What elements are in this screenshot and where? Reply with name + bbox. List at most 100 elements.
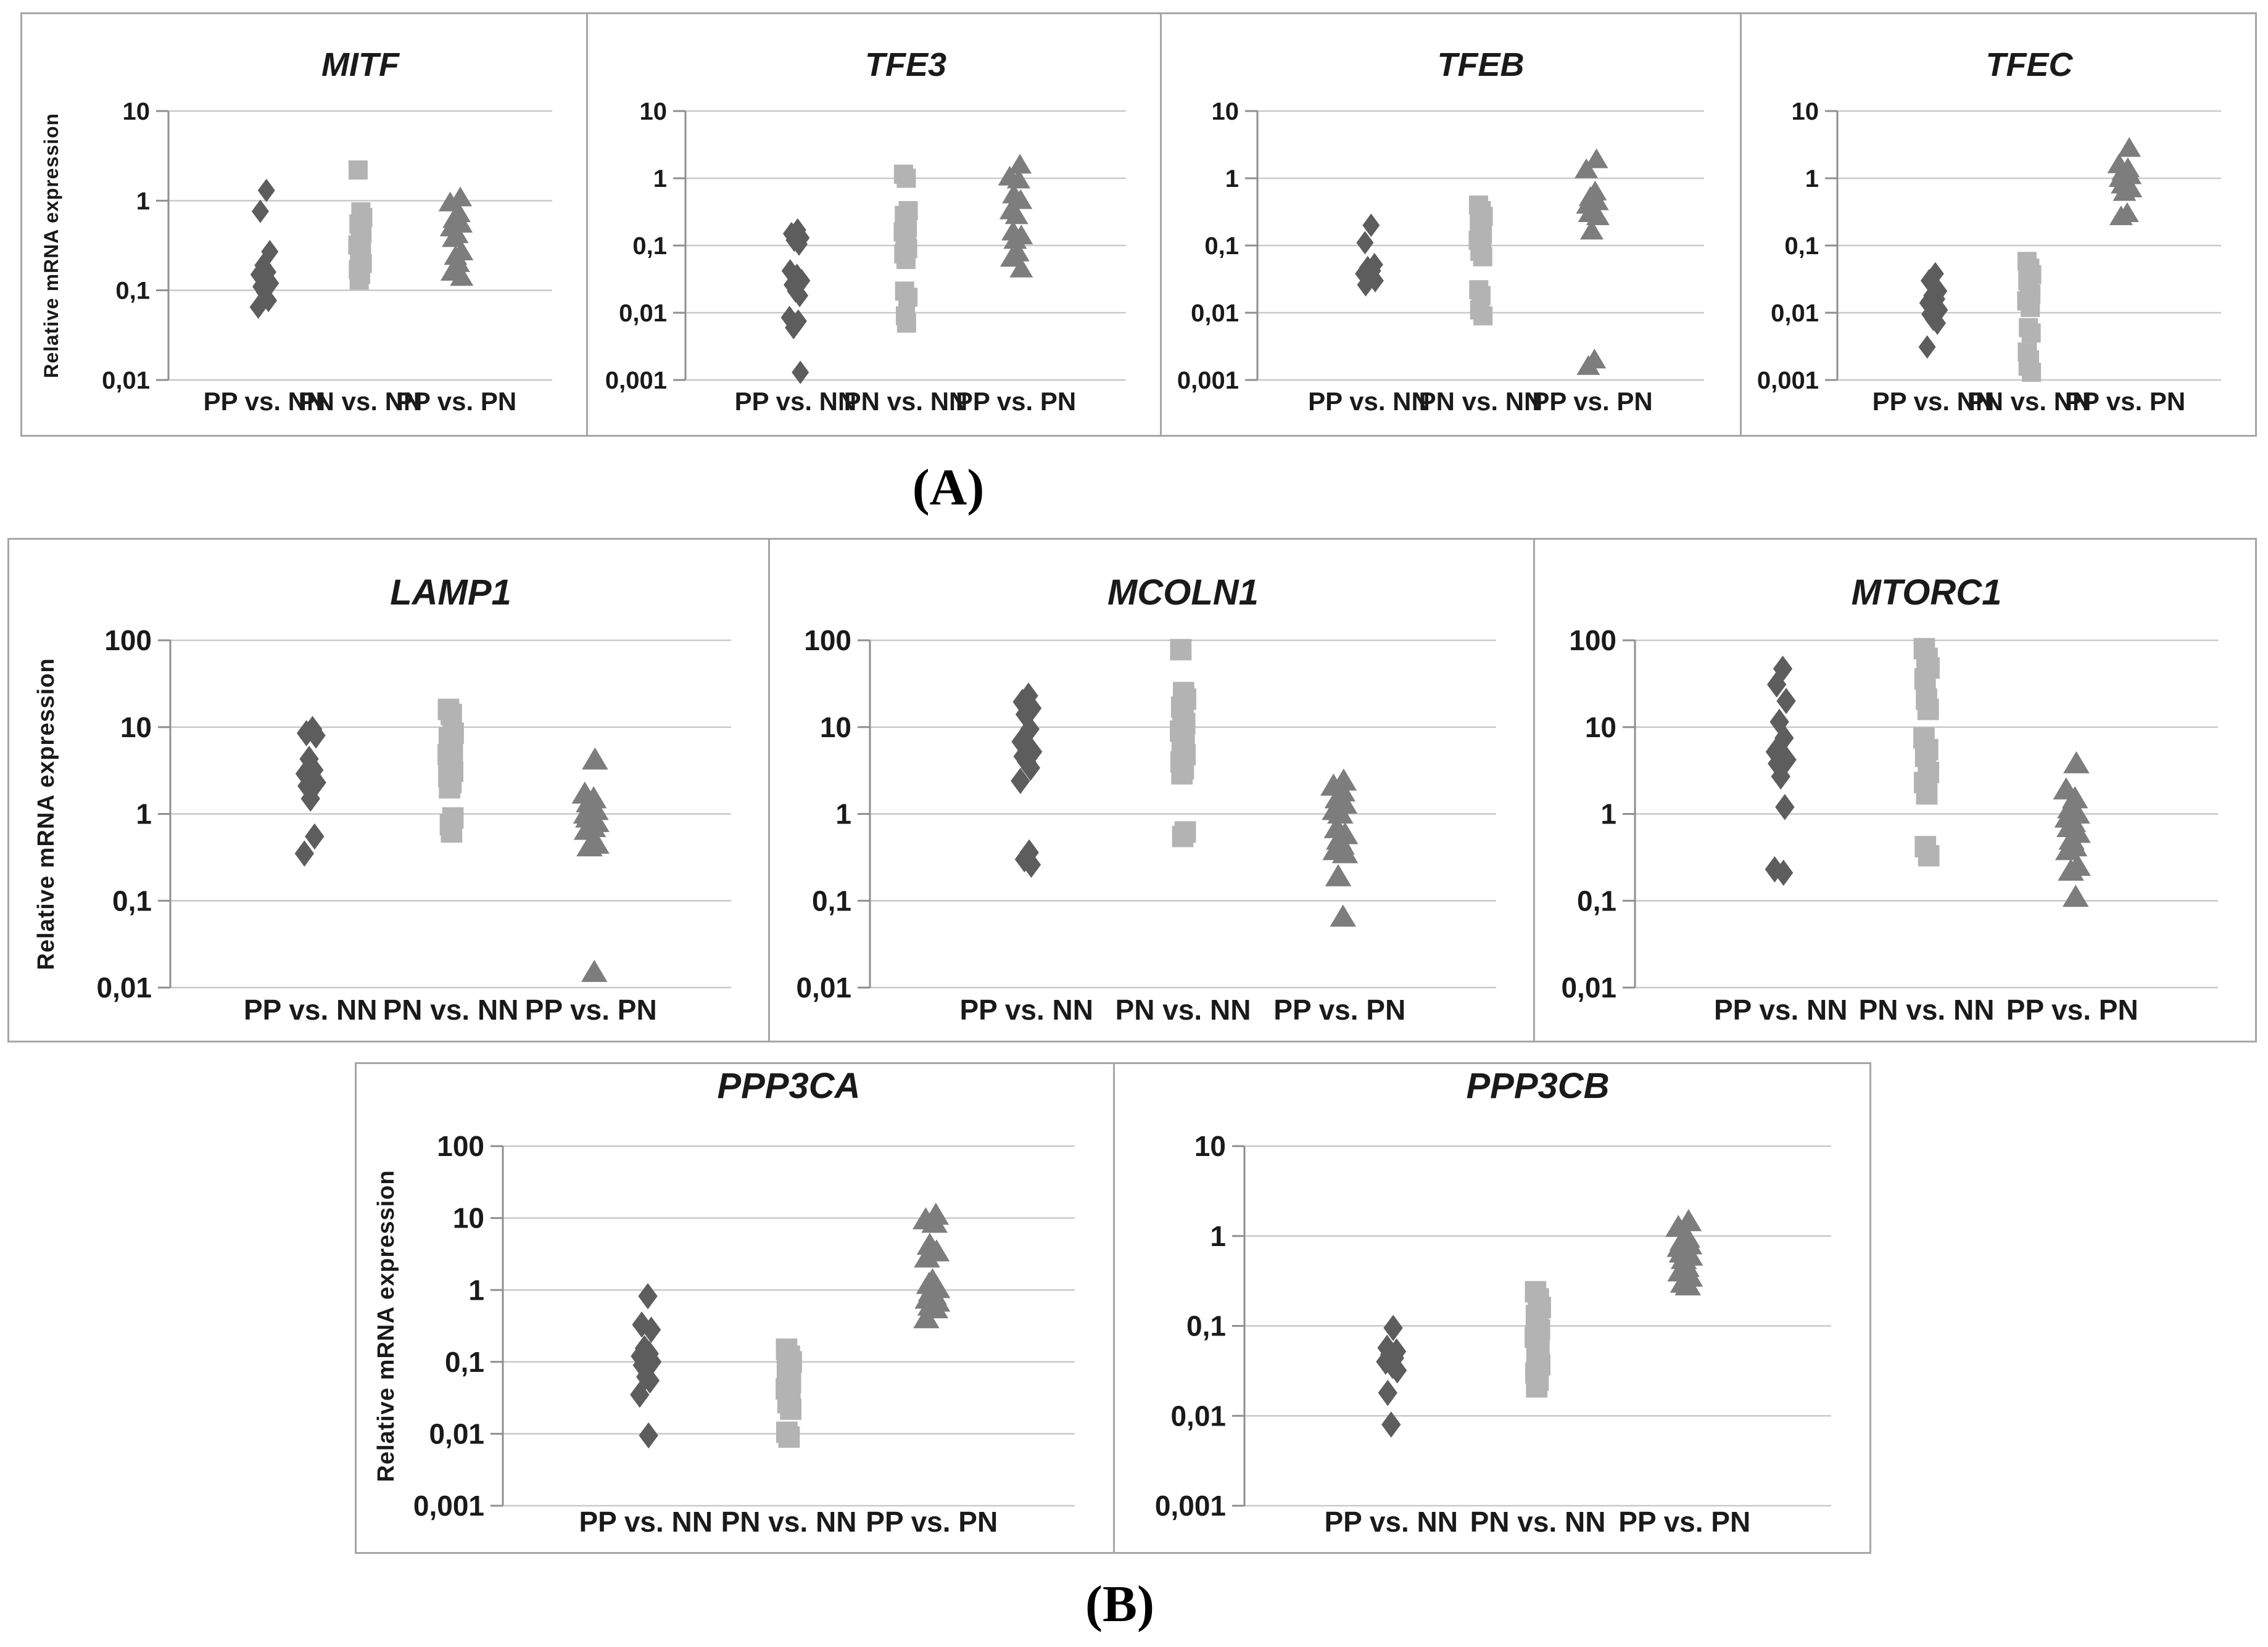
data-point-triangle xyxy=(2109,205,2133,225)
y-axis-title: Relative mRNA expression xyxy=(40,113,62,378)
data-point-square xyxy=(441,703,462,725)
chart-tfe3: TFE3 10 1 0,1 0,01 0,001 PP vs. NN PN vs. NN PP … xyxy=(586,12,1162,437)
x-category-label: PN vs. NN xyxy=(844,387,968,416)
chart-title-tfe3: TFE3 xyxy=(865,46,946,83)
series-square xyxy=(437,698,464,843)
x-category-label: PP vs. PN xyxy=(525,994,657,1026)
chart-canvas-ppp3cb: PPP3CB 10 1 0,1 0,01 0,001 PP vs. NN PN vs. NN P… xyxy=(1155,1066,1831,1538)
data-point-triangle xyxy=(2113,181,2137,201)
chart-mtorc1: MTORC1 100 10 1 0,1 0,01 PP vs. NN PN vs. NN PP … xyxy=(1533,538,2257,1042)
data-point-square xyxy=(1916,783,1938,805)
chart-title-ppp3ca: PPP3CA xyxy=(717,1066,860,1106)
y-tick-label: 0,1 xyxy=(1784,233,1819,260)
series-square xyxy=(1525,1281,1551,1398)
data-point-diamond xyxy=(1356,231,1374,255)
data-point-square xyxy=(896,250,916,270)
data-point-square xyxy=(1172,825,1194,848)
panel-b-label: (B) xyxy=(1085,1575,1154,1633)
data-point-square xyxy=(1171,763,1193,785)
y-tick-label: 1 xyxy=(835,798,851,830)
data-point-diamond xyxy=(1362,213,1380,237)
data-point-diamond xyxy=(638,1282,658,1310)
y-tick-label: 0,01 xyxy=(1191,300,1239,327)
x-category-label: PN vs. NN xyxy=(1419,387,1543,416)
x-category-label: PP vs. NN xyxy=(244,994,377,1026)
data-point-diamond xyxy=(251,199,269,223)
series-diamond xyxy=(1918,262,1948,359)
data-point-square xyxy=(2021,323,2041,343)
y-tick-label: 10 xyxy=(123,98,151,125)
chart-title-tfec: TFEC xyxy=(1986,46,2074,83)
y-tick-label: 0,01 xyxy=(1170,1400,1226,1432)
series-triangle xyxy=(2053,751,2091,907)
x-category-label: PP vs. NN xyxy=(1714,994,1847,1026)
data-point-triangle xyxy=(1330,904,1357,927)
data-point-triangle xyxy=(2117,137,2142,157)
data-point-square xyxy=(1170,638,1192,661)
x-category-label: PP vs. PN xyxy=(1618,1506,1750,1538)
x-category-label: PP vs. PN xyxy=(956,387,1076,416)
x-category-label: PP vs. PN xyxy=(396,387,516,416)
x-category-label: PN vs. NN xyxy=(721,1506,857,1538)
y-tick-label: 1 xyxy=(136,798,152,830)
x-category-label: PP vs. PN xyxy=(866,1506,998,1538)
y-tick-label: 10 xyxy=(1792,98,1819,125)
data-point-triangle xyxy=(1009,257,1033,278)
chart-mitf: MITF 10 1 0,1 0,01 Relative mRNA expression PP… xyxy=(20,12,588,437)
data-point-triangle xyxy=(1575,158,1599,178)
data-point-diamond xyxy=(1771,763,1790,790)
y-tick-label: 0,01 xyxy=(102,367,150,394)
data-point-triangle xyxy=(999,247,1024,267)
data-point-triangle xyxy=(1006,168,1030,189)
series-diamond xyxy=(1765,655,1797,886)
x-category-label: PN vs. NN xyxy=(383,994,519,1026)
x-category-label: PN vs. NN xyxy=(1968,387,2092,416)
y-tick-label: 10 xyxy=(640,98,668,125)
data-point-triangle xyxy=(914,1245,940,1268)
y-tick-label: 0,1 xyxy=(112,885,152,917)
x-category-label: PP vs. NN xyxy=(1308,387,1430,416)
data-point-square xyxy=(896,168,916,188)
data-point-square xyxy=(439,777,461,799)
y-tick-label: 1 xyxy=(468,1274,484,1306)
x-category-label: PP vs. NN xyxy=(579,1506,713,1538)
y-tick-label: 100 xyxy=(1569,624,1616,656)
y-tick-label: 10 xyxy=(453,1202,484,1234)
data-point-diamond xyxy=(1383,1315,1403,1342)
y-tick-label: 1 xyxy=(1805,165,1819,192)
series-diamond xyxy=(780,218,811,384)
series-triangle xyxy=(998,154,1033,278)
y-tick-label: 0,1 xyxy=(1204,233,1239,260)
series-diamond xyxy=(1011,682,1043,878)
chart-tfec: TFEC 10 1 0,1 0,01 0,001 PP vs. NN PN vs. NN PP … xyxy=(1740,12,2257,437)
data-point-diamond xyxy=(296,720,317,746)
data-point-diamond xyxy=(785,316,803,340)
data-point-diamond xyxy=(306,722,326,749)
y-tick-label: 0,01 xyxy=(619,300,667,327)
x-category-label: PN vs. NN xyxy=(1115,994,1251,1026)
data-point-diamond xyxy=(1931,298,1948,322)
data-point-triangle xyxy=(1008,154,1032,174)
data-point-diamond xyxy=(294,840,315,867)
series-triangle xyxy=(571,747,610,982)
data-point-diamond xyxy=(1918,335,1936,359)
data-point-diamond xyxy=(300,785,320,812)
chart-canvas-lamp1: LAMP1 100 10 1 0,1 0,01 Relative mRNA expressi… xyxy=(33,572,731,1026)
data-point-diamond xyxy=(1387,1357,1407,1384)
data-point-diamond xyxy=(1775,794,1795,820)
y-tick-label: 10 xyxy=(1585,711,1616,743)
data-point-square xyxy=(441,821,463,843)
data-point-square xyxy=(1473,247,1492,266)
chart-lamp1: LAMP1 100 10 1 0,1 0,01 Relative mRNA expressi… xyxy=(7,538,770,1042)
data-point-diamond xyxy=(1766,671,1787,698)
x-category-label: PP vs. PN xyxy=(1273,994,1405,1026)
data-point-square xyxy=(2021,297,2040,317)
series-diamond xyxy=(1355,213,1384,297)
x-category-label: PN vs. NN xyxy=(1859,994,1995,1026)
series-triangle xyxy=(2107,137,2143,225)
data-point-triangle xyxy=(1576,355,1600,375)
data-point-diamond xyxy=(1381,1411,1401,1438)
data-point-triangle xyxy=(573,817,600,840)
